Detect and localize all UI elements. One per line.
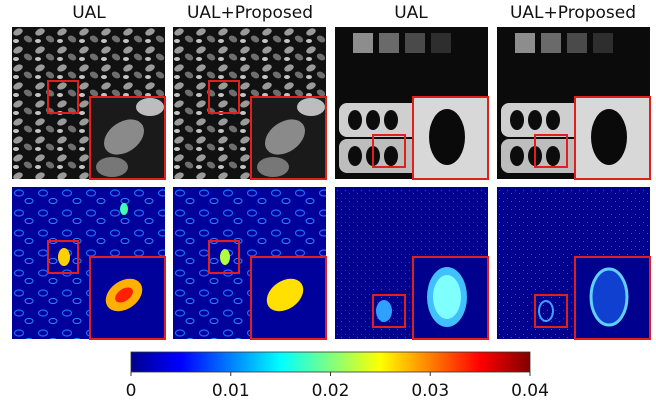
column-label: UAL+Proposed	[510, 3, 636, 23]
tick-label: 0.04	[511, 381, 549, 401]
colorbar	[130, 351, 531, 373]
column-labels: UAL UAL+Proposed UAL UAL+Proposed	[72, 3, 636, 23]
tick-label: 0.03	[411, 381, 449, 401]
image	[172, 26, 327, 180]
error-map	[497, 187, 651, 340]
column-label: UAL+Proposed	[187, 3, 313, 23]
error-map	[335, 187, 489, 340]
image	[334, 26, 489, 180]
error-map	[12, 187, 166, 340]
image	[496, 26, 651, 180]
error-map	[173, 187, 327, 340]
image-grid	[11, 26, 651, 340]
tick-label: 0	[126, 381, 137, 401]
column-label: UAL	[72, 3, 106, 23]
tick-label: 0.02	[312, 381, 350, 401]
column-label: UAL	[394, 3, 428, 23]
tick-label: 0.01	[212, 381, 250, 401]
image	[11, 26, 166, 180]
